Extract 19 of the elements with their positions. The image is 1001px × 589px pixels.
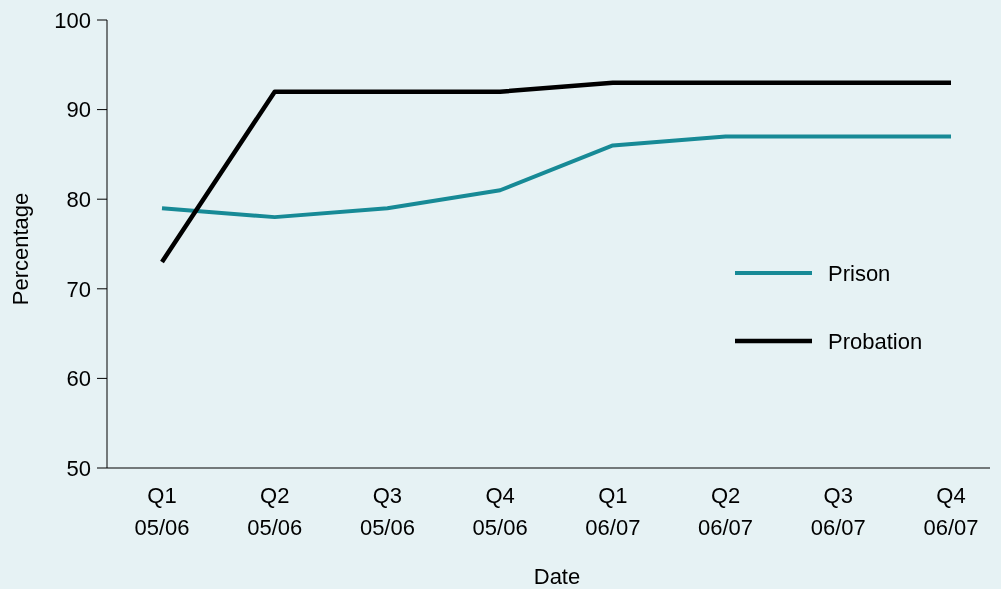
x-tick-label: Q3 05/06 — [359, 483, 415, 540]
x-axis-title: Date — [533, 564, 581, 589]
x-tick-label: Q4 05/06 — [472, 483, 528, 540]
y-tick-label: 90 — [66, 97, 91, 123]
y-tick-label: 100 — [54, 7, 91, 33]
x-tick-label: Q3 06/07 — [810, 483, 866, 540]
x-tick-label: Q1 06/07 — [585, 483, 641, 540]
x-tick-label: Q4 06/07 — [923, 483, 979, 540]
y-tick-label: 50 — [66, 455, 91, 481]
x-tick-label: Q1 05/06 — [134, 483, 190, 540]
y-tick-label: 70 — [66, 276, 91, 302]
y-tick-label: 60 — [66, 366, 91, 392]
legend-label: Probation — [828, 328, 923, 354]
x-tick-label: Q2 05/06 — [247, 483, 303, 540]
line-series — [160, 134, 953, 220]
y-tick-label: 80 — [66, 186, 91, 212]
x-tick-label: Q2 06/07 — [698, 483, 754, 540]
legend-label: Prison — [828, 260, 891, 286]
y-axis-title: Percentage — [8, 192, 33, 306]
